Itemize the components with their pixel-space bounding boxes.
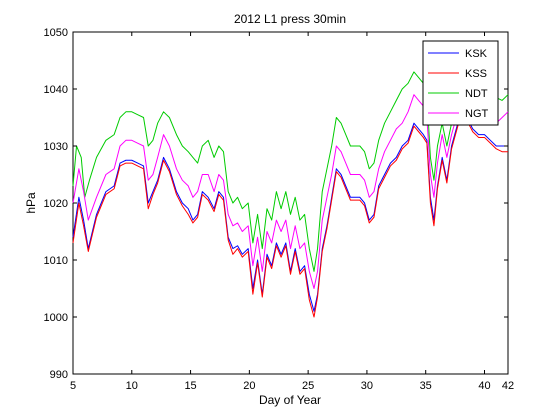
x-tick-label: 40 <box>478 380 490 392</box>
legend-box <box>422 40 499 126</box>
legend-label-ngt: NGT <box>465 108 489 120</box>
x-tick-label: 15 <box>184 380 196 392</box>
y-tick-label: 1030 <box>44 141 68 153</box>
y-tick-label: 1000 <box>44 312 68 324</box>
legend-label-kss: KSS <box>465 68 487 80</box>
legend-label-ksk: KSK <box>465 48 488 60</box>
y-tick-label: 1020 <box>44 198 68 210</box>
x-tick-label: 25 <box>302 380 314 392</box>
x-tick-label: 20 <box>243 380 255 392</box>
x-axis-title: Day of Year <box>259 393 321 407</box>
legend: KSK KSS NDT NGT <box>422 40 499 126</box>
x-tick-label: 35 <box>420 380 432 392</box>
x-tick-label: 10 <box>126 380 138 392</box>
ticks-layer: 5 10 15 20 25 30 35 40 42 990 1000 1010 1020 1030 1040… <box>44 27 515 392</box>
legend-label-ndt: NDT <box>465 88 488 100</box>
series-line-ksk <box>72 111 508 312</box>
y-tick-label: 1050 <box>44 27 68 39</box>
y-axis-title: hPa <box>24 192 38 214</box>
series-line-kss <box>72 114 508 318</box>
series-line-ndt <box>72 71 509 272</box>
chart-title: 2012 L1 press 30min <box>234 12 346 26</box>
y-tick-label: 1040 <box>44 84 68 96</box>
y-tick-label: 990 <box>50 369 68 381</box>
x-tick-label: 42 <box>502 380 514 392</box>
series-layer <box>72 71 509 318</box>
x-tick-label: 30 <box>361 380 373 392</box>
y-tick-label: 1010 <box>44 255 68 267</box>
series-line-ngt <box>72 94 509 289</box>
x-tick-label: 5 <box>70 380 76 392</box>
